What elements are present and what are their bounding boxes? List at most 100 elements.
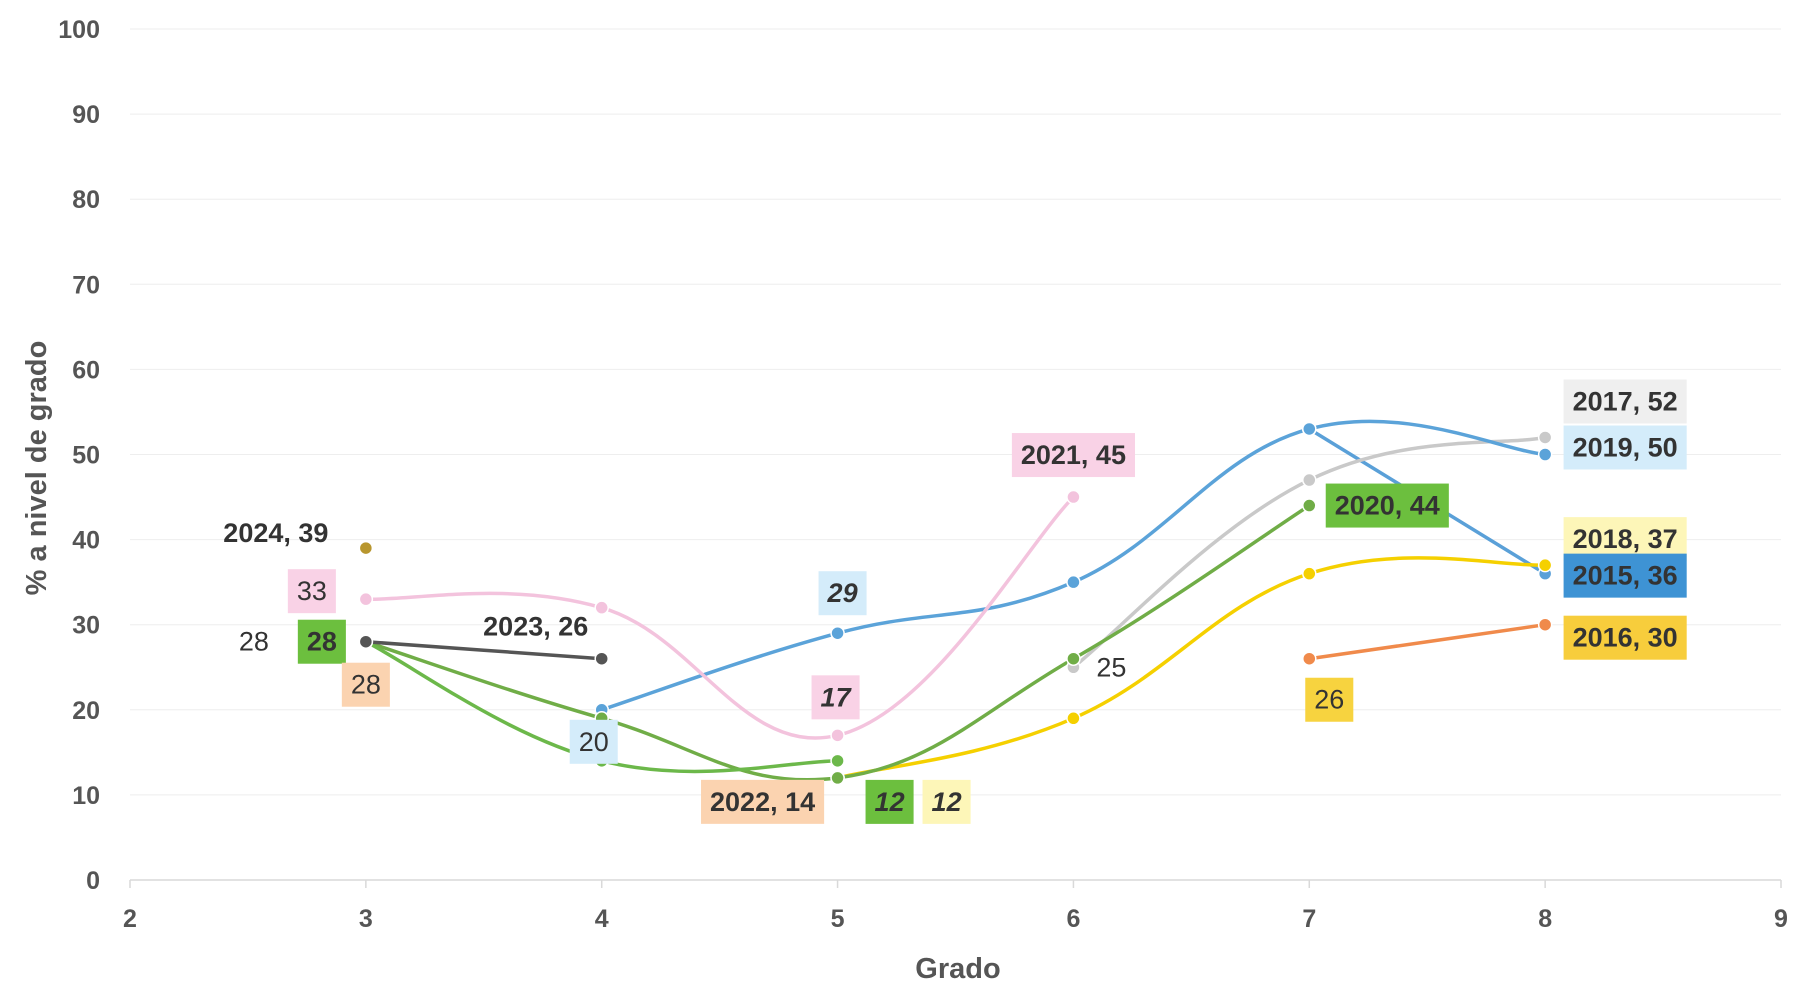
point-2021	[1066, 489, 1081, 505]
x-tick-label: 2	[123, 905, 137, 933]
y-tick-label: 60	[72, 356, 100, 384]
data-label-text: 33	[297, 576, 327, 606]
data-label-text: 20	[579, 727, 609, 757]
data-label-background	[341, 662, 390, 707]
data-label-background	[701, 779, 825, 824]
x-tick-label: 6	[1066, 905, 1080, 933]
data-label-background	[1011, 433, 1135, 478]
data-label-background	[297, 619, 346, 664]
point-2019	[1302, 421, 1317, 437]
data-label-background	[1563, 379, 1687, 424]
series-lines	[364, 419, 1547, 782]
data-label-text: 28	[307, 627, 337, 657]
data-label-background	[1325, 483, 1449, 528]
point-2024	[358, 540, 374, 556]
data-label-text: 2024, 39	[223, 518, 328, 548]
point-2016	[1537, 617, 1553, 632]
x-tick-label: 9	[1774, 905, 1788, 933]
data-label: 17	[811, 675, 860, 720]
y-tick-label: 100	[58, 16, 100, 44]
y-tick-label: 80	[72, 186, 100, 214]
series-line-2023	[364, 639, 604, 661]
data-label: 25	[1096, 652, 1126, 682]
point-2021	[830, 728, 845, 743]
series-line-2021	[364, 495, 1076, 740]
series-line-2018	[835, 556, 1547, 780]
data-label-text: 12	[932, 787, 962, 817]
data-label: 2015, 36	[1563, 553, 1687, 598]
data-label: 2019, 50	[1563, 425, 1687, 470]
y-tick-label: 70	[72, 271, 100, 299]
data-label: 2017, 52	[1563, 379, 1687, 424]
data-label-text: 28	[351, 670, 381, 700]
data-label-text: 28	[239, 627, 269, 657]
data-label: 2016, 30	[1563, 615, 1687, 660]
y-tick-label: 10	[72, 782, 100, 810]
point-2023	[358, 634, 374, 649]
data-label-text: 2016, 30	[1573, 623, 1678, 653]
data-label: 12	[922, 779, 971, 824]
data-label-background	[922, 779, 971, 824]
data-label: 2023, 26	[483, 612, 588, 642]
data-label-text: 2023, 26	[483, 612, 588, 642]
data-label-text: 2015, 36	[1573, 561, 1678, 591]
point-2023	[594, 651, 609, 666]
x-tick-label: 8	[1538, 905, 1552, 933]
point-2018	[1302, 566, 1317, 581]
data-label-text: 25	[1096, 652, 1126, 682]
point-2022	[830, 753, 845, 769]
data-label-background	[811, 675, 860, 720]
data-label: 29	[818, 571, 867, 616]
data-label: 28	[297, 619, 346, 664]
data-label-text: 2019, 50	[1573, 433, 1678, 463]
point-2017	[1302, 472, 1317, 488]
point-2020	[1066, 651, 1081, 666]
data-label: 28	[341, 662, 390, 707]
y-tick-label: 30	[72, 612, 100, 640]
data-label-background	[818, 571, 867, 616]
data-label-text: 2017, 52	[1573, 386, 1678, 416]
y-tick-label: 90	[72, 101, 100, 129]
data-label-background	[287, 569, 336, 614]
y-tick-label: 0	[86, 867, 100, 895]
data-label: 2021, 45	[1011, 433, 1135, 478]
data-label-text: 26	[1314, 685, 1344, 715]
data-label-background	[1563, 425, 1687, 470]
data-label: 33	[287, 569, 336, 614]
data-points	[358, 421, 1553, 786]
x-axis-title: Grado	[915, 953, 1000, 985]
data-label: 2020, 44	[1325, 483, 1449, 528]
data-label-background	[569, 719, 618, 764]
data-label: 26	[1305, 677, 1354, 722]
data-label-text: 2018, 37	[1573, 524, 1678, 554]
point-2021	[594, 600, 609, 615]
y-tick-label: 40	[72, 527, 100, 555]
data-label: 2022, 14	[701, 779, 825, 824]
data-label-background	[1563, 615, 1687, 660]
data-label-text: 29	[827, 578, 858, 608]
x-tick-label: 3	[359, 905, 373, 933]
data-label-text: 2020, 44	[1335, 491, 1440, 521]
data-label-background	[865, 779, 914, 824]
point-2021	[358, 591, 374, 607]
x-tick-label: 4	[595, 905, 609, 933]
point-2019	[830, 625, 845, 641]
data-label-text: 2021, 45	[1021, 440, 1126, 470]
point-2020	[1302, 498, 1317, 513]
point-2019	[1537, 447, 1553, 462]
point-2020	[830, 770, 845, 786]
data-label: 12	[865, 779, 914, 824]
point-2016	[1302, 651, 1317, 666]
series-line-2017	[1071, 435, 1547, 669]
point-2017	[1537, 430, 1553, 445]
axes: 0 10 20 30 40 50 60 70 80 90 100 2 3 4 5 6 7 8 9	[58, 16, 1788, 933]
data-label: 2024, 39	[223, 518, 328, 548]
y-axis-title: % a nivel de grado	[21, 341, 53, 596]
data-labels: 2017, 52 2019, 50 2018, 37 2015, 36 2016, 30…	[223, 379, 1687, 824]
data-label-background	[1305, 677, 1354, 722]
data-label-text: 2022, 14	[710, 787, 815, 817]
series-line-2016	[1307, 622, 1547, 661]
x-tick-label: 7	[1302, 905, 1316, 933]
data-label: 28	[239, 627, 269, 657]
point-2019	[1066, 574, 1081, 590]
